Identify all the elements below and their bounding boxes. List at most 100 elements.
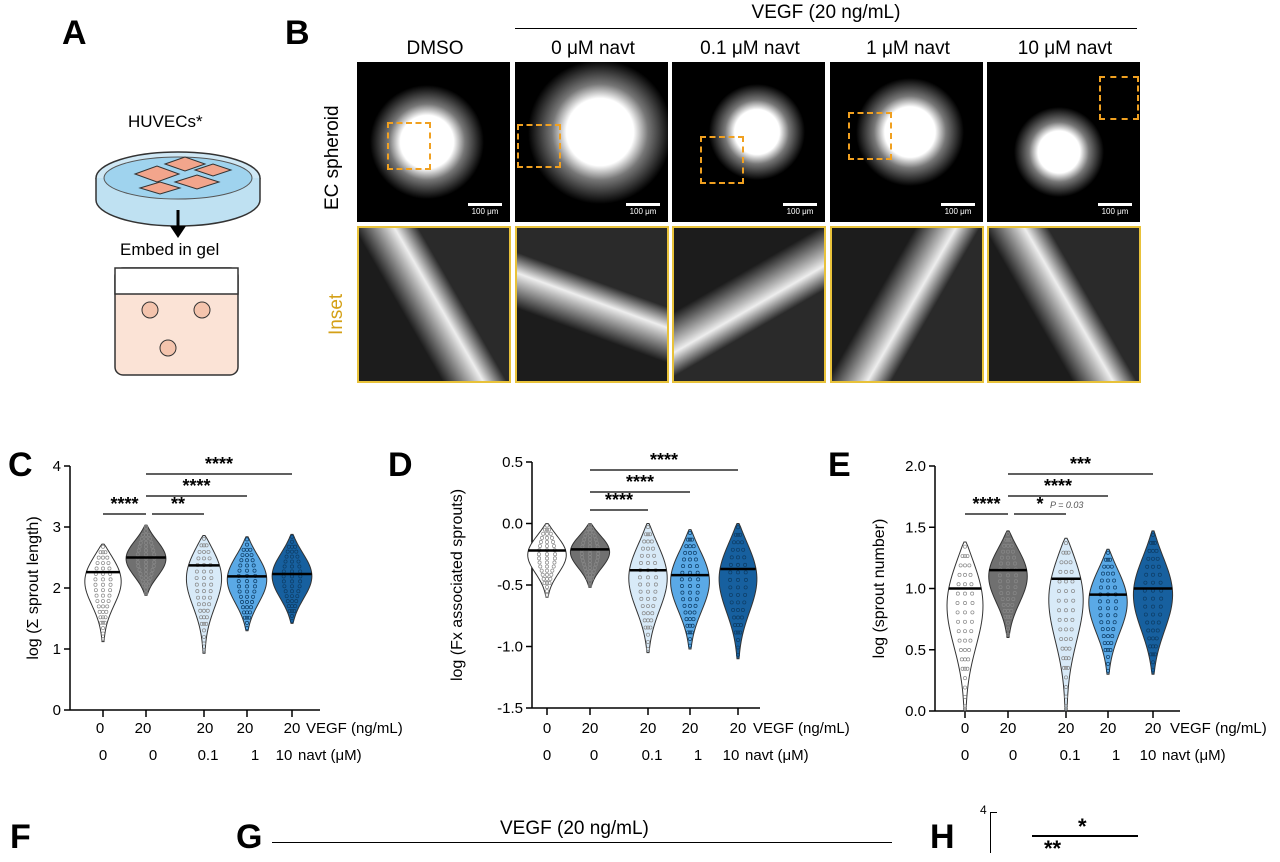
data-point bbox=[584, 569, 589, 574]
data-point bbox=[1064, 675, 1068, 680]
data-point bbox=[138, 571, 143, 576]
x-tick-label: 20 bbox=[682, 720, 699, 737]
scale-bar: 100 μm bbox=[626, 203, 660, 216]
data-point bbox=[245, 620, 249, 625]
data-point bbox=[237, 589, 242, 594]
data-point bbox=[680, 584, 684, 588]
scale-bar-label: 100 μm bbox=[471, 207, 499, 216]
data-point bbox=[694, 557, 698, 562]
data-point bbox=[1101, 634, 1106, 639]
data-point bbox=[966, 657, 971, 662]
data-point bbox=[1151, 660, 1155, 665]
h-sig-bar bbox=[1032, 835, 1138, 837]
y-axis-label: log (Fx associated sprouts) bbox=[449, 489, 466, 681]
petri-dish-icon bbox=[95, 151, 261, 227]
data-point bbox=[108, 577, 113, 582]
data-point bbox=[247, 615, 252, 620]
data-point bbox=[594, 541, 599, 545]
data-point bbox=[101, 615, 105, 620]
data-point bbox=[1069, 627, 1074, 632]
data-point bbox=[141, 583, 146, 588]
data-point bbox=[207, 602, 212, 607]
data-point bbox=[653, 582, 658, 587]
data-point bbox=[586, 526, 591, 531]
data-point bbox=[240, 553, 245, 557]
data-point bbox=[108, 588, 113, 593]
data-point bbox=[1006, 573, 1010, 578]
data-point bbox=[283, 589, 288, 594]
data-point bbox=[550, 535, 554, 540]
data-point bbox=[588, 526, 592, 531]
y-tick-label: -0.5 bbox=[497, 577, 523, 594]
data-point bbox=[1151, 540, 1155, 545]
data-point bbox=[967, 648, 972, 652]
data-point bbox=[1151, 652, 1155, 657]
data-point bbox=[960, 554, 965, 558]
data-point bbox=[545, 564, 549, 569]
data-point bbox=[1158, 580, 1163, 585]
data-point bbox=[638, 589, 643, 594]
data-point bbox=[963, 591, 967, 596]
data-point bbox=[646, 553, 650, 558]
x-tick-label: 1 bbox=[1112, 747, 1120, 764]
data-point bbox=[1151, 580, 1155, 585]
significance-stars: **** bbox=[205, 454, 233, 474]
data-point bbox=[144, 568, 148, 572]
data-point bbox=[1061, 656, 1066, 661]
data-point bbox=[545, 531, 549, 536]
data-point bbox=[579, 551, 584, 556]
data-point bbox=[651, 604, 656, 608]
data-point bbox=[688, 544, 692, 549]
inset-image bbox=[515, 226, 669, 383]
data-point bbox=[1153, 644, 1158, 649]
data-point bbox=[199, 543, 204, 548]
data-point bbox=[1006, 602, 1010, 607]
data-point bbox=[204, 543, 209, 548]
data-point bbox=[1064, 617, 1068, 622]
data-point bbox=[548, 531, 553, 536]
data-point bbox=[552, 556, 557, 561]
x-tick-label: 0 bbox=[961, 747, 969, 764]
x-tick-label: 0.1 bbox=[642, 747, 663, 764]
data-point bbox=[728, 570, 733, 575]
data-point bbox=[545, 593, 549, 598]
data-point bbox=[137, 544, 142, 549]
data-point bbox=[137, 568, 142, 572]
data-point bbox=[107, 566, 112, 571]
data-point bbox=[957, 638, 962, 643]
data-point bbox=[1151, 532, 1155, 537]
data-point bbox=[290, 584, 294, 589]
data-point bbox=[209, 576, 214, 581]
data-point bbox=[696, 577, 701, 582]
data-point bbox=[93, 582, 98, 587]
data-point bbox=[1109, 564, 1114, 569]
data-point bbox=[147, 532, 152, 537]
data-point bbox=[196, 602, 201, 607]
data-point bbox=[1106, 571, 1110, 576]
data-point bbox=[290, 609, 294, 613]
column-title-4: 10 μM navt bbox=[1017, 38, 1113, 59]
data-point bbox=[1011, 597, 1016, 601]
data-point bbox=[1064, 569, 1068, 574]
data-point bbox=[965, 666, 970, 671]
data-point bbox=[144, 560, 148, 565]
data-point bbox=[1057, 617, 1062, 622]
data-point bbox=[970, 601, 975, 605]
data-point bbox=[728, 585, 733, 590]
x-tick-label: 20 bbox=[582, 720, 599, 737]
data-point bbox=[1064, 560, 1068, 565]
y-tick-label: 1 bbox=[53, 641, 61, 658]
data-point bbox=[550, 568, 555, 573]
data-point bbox=[1010, 602, 1015, 607]
data-point bbox=[194, 569, 199, 574]
data-point bbox=[643, 625, 648, 630]
violin bbox=[84, 543, 122, 643]
data-point bbox=[242, 615, 247, 620]
panel-label-c: C bbox=[8, 446, 33, 484]
data-point bbox=[151, 564, 156, 569]
data-point bbox=[683, 550, 688, 555]
data-point bbox=[733, 630, 738, 635]
data-point bbox=[202, 543, 206, 548]
x-tick-label: 20 bbox=[1000, 720, 1017, 737]
violin bbox=[628, 523, 668, 654]
